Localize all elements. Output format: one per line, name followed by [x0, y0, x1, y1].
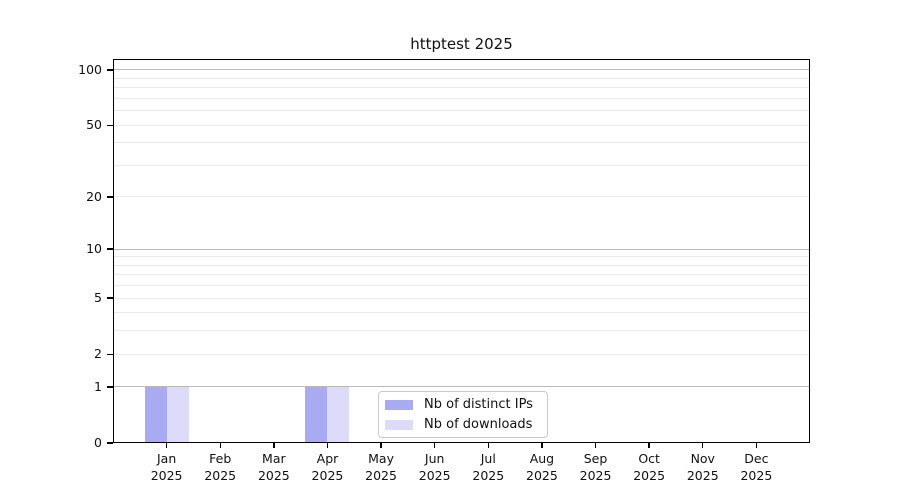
x-tick-month: Sep	[583, 451, 608, 466]
x-tick-label: Mar 2025	[239, 451, 309, 484]
x-tick-month: Aug	[529, 451, 555, 466]
minor-gridline	[113, 285, 810, 287]
x-tick-year: 2025	[633, 467, 666, 483]
x-tick-mark	[541, 443, 543, 448]
minor-gridline	[113, 196, 810, 198]
x-tick-mark	[702, 443, 704, 448]
y-tick-mark	[107, 69, 113, 71]
minor-gridline	[113, 274, 810, 276]
x-tick-label: Oct 2025	[614, 451, 684, 484]
major-gridline	[113, 248, 810, 250]
legend: Nb of distinct IPs Nb of downloads	[378, 391, 548, 438]
legend-item-downloads: Nb of downloads	[385, 416, 547, 433]
minor-gridline	[113, 110, 810, 112]
minor-gridline	[113, 264, 810, 266]
minor-gridline	[113, 77, 810, 79]
chart-title: httptest 2025	[410, 35, 513, 53]
x-tick-year: 2025	[526, 467, 558, 483]
minor-gridline	[113, 97, 810, 99]
x-tick-month: Apr	[316, 451, 339, 466]
x-tick-mark	[755, 443, 758, 448]
minor-gridline	[113, 124, 810, 126]
y-tick-label: 0	[94, 435, 102, 450]
x-tick-mark	[648, 443, 650, 448]
x-tick-label: Aug 2025	[507, 451, 577, 484]
x-tick-label: Nov 2025	[668, 451, 738, 484]
x-tick-month: Jun	[424, 451, 445, 466]
bar-distinct-ips-jan	[144, 386, 167, 443]
x-tick-month: Feb	[209, 451, 232, 466]
x-tick-year: 2025	[311, 467, 344, 483]
x-tick-label: Dec 2025	[721, 451, 791, 484]
legend-item-distinct-ips: Nb of distinct IPs	[385, 396, 547, 413]
x-tick-label: Jul 2025	[453, 451, 523, 484]
major-gridline	[113, 386, 810, 388]
x-tick-mark	[594, 443, 597, 448]
legend-swatch-distinct-ips	[385, 399, 413, 410]
x-tick-year: 2025	[204, 467, 237, 483]
x-tick-mark	[380, 443, 382, 448]
x-tick-mark	[326, 443, 329, 448]
x-tick-year: 2025	[472, 467, 505, 483]
y-tick-label: 2	[94, 346, 102, 362]
plot-border	[113, 59, 810, 443]
x-tick-label: Jan 2025	[132, 451, 202, 484]
x-tick-mark	[433, 443, 436, 448]
x-tick-month: Mar	[262, 451, 286, 466]
y-tick-mark	[107, 297, 113, 299]
y-tick-label: 50	[86, 117, 102, 133]
minor-gridline	[113, 330, 810, 332]
x-tick-label: May 2025	[346, 451, 416, 484]
x-tick-mark	[273, 443, 275, 448]
x-tick-year: 2025	[579, 467, 612, 483]
x-tick-mark	[219, 443, 221, 448]
legend-label-downloads: Nb of downloads	[424, 417, 533, 432]
x-tick-year: 2025	[257, 467, 290, 483]
x-tick-label: Sep 2025	[561, 451, 631, 484]
x-tick-year: 2025	[365, 467, 397, 483]
legend-label-distinct-ips: Nb of distinct IPs	[424, 397, 533, 412]
minor-gridline	[113, 256, 810, 258]
minor-gridline	[113, 297, 810, 299]
y-tick-mark	[107, 386, 113, 388]
x-tick-label: Jun 2025	[400, 451, 470, 484]
x-tick-year: 2025	[686, 467, 719, 483]
minor-gridline	[113, 164, 810, 166]
y-tick-mark	[107, 442, 113, 444]
y-tick-mark	[107, 353, 113, 355]
minor-gridline	[113, 87, 810, 89]
x-tick-year: 2025	[418, 467, 451, 483]
y-tick-label: 100	[78, 61, 102, 77]
y-tick-label: 1	[94, 378, 102, 394]
x-tick-year: 2025	[150, 467, 183, 483]
x-tick-month: May	[368, 451, 394, 466]
x-tick-mark	[165, 443, 168, 448]
y-tick-label: 10	[86, 241, 102, 257]
x-tick-month: Nov	[690, 451, 715, 466]
y-tick-label: 5	[94, 290, 102, 306]
legend-swatch-downloads	[385, 419, 413, 430]
y-tick-mark	[107, 196, 113, 198]
x-tick-mark	[487, 443, 489, 448]
x-tick-month: Jan	[156, 451, 177, 466]
minor-gridline	[113, 353, 810, 355]
bar-downloads-jan	[166, 386, 189, 443]
bar-downloads-apr	[327, 386, 350, 443]
x-tick-label: Feb 2025	[185, 451, 255, 484]
x-tick-month: Jul	[480, 451, 496, 466]
y-tick-mark	[107, 124, 113, 126]
y-tick-label: 20	[86, 188, 102, 204]
minor-gridline	[113, 142, 810, 144]
bar-distinct-ips-apr	[305, 386, 328, 443]
minor-gridline	[113, 312, 810, 314]
x-tick-month: Oct	[638, 451, 660, 466]
x-tick-label: Apr 2025	[292, 451, 362, 484]
y-tick-mark	[107, 248, 113, 250]
major-gridline	[113, 69, 810, 71]
x-tick-month: Dec	[744, 451, 769, 466]
x-tick-year: 2025	[740, 467, 773, 483]
